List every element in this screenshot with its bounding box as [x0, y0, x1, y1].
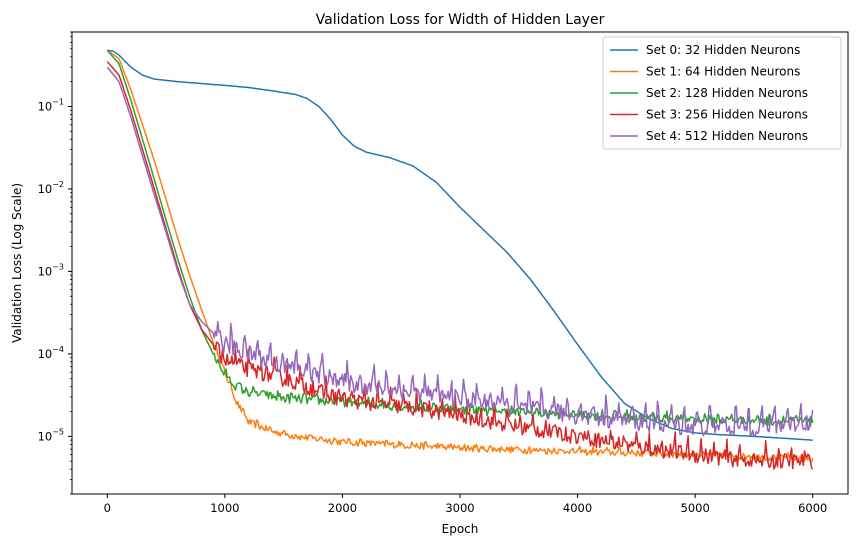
y-tick-base: 10	[38, 182, 53, 196]
y-tick-label: 10−3	[38, 262, 64, 278]
x-tick-label: 2000	[328, 501, 357, 515]
x-tick-label: 0	[104, 501, 111, 515]
x-axis: 0 1000 2000 3000 4000 5000 6000	[104, 494, 827, 515]
legend-label-set-2: Set 2: 128 Hidden Neurons	[646, 86, 808, 100]
chart-title: Validation Loss for Width of Hidden Laye…	[316, 12, 605, 28]
y-tick-exponent: −3	[52, 262, 64, 271]
series-line-set-0	[107, 49, 813, 441]
y-axis: 10−510−410−310−210−1	[38, 31, 72, 495]
x-tick-label: 3000	[445, 501, 474, 515]
y-axis-label: Validation Loss (Log Scale)	[10, 183, 24, 343]
y-tick-base: 10	[38, 429, 53, 443]
series-line-set-3	[106, 61, 814, 470]
x-axis-label: Epoch	[442, 522, 479, 536]
y-tick-label: 10−1	[38, 97, 64, 113]
x-tick-label: 1000	[210, 501, 239, 515]
x-tick-label: 4000	[563, 501, 592, 515]
y-tick-exponent: −1	[52, 97, 64, 106]
legend: Set 0: 32 Hidden Neurons Set 1: 64 Hidden…	[602, 36, 842, 150]
y-tick-exponent: −5	[52, 427, 64, 436]
series-line-set-4	[106, 66, 814, 437]
y-tick-base: 10	[38, 99, 53, 113]
legend-label-set-1: Set 1: 64 Hidden Neurons	[646, 65, 800, 79]
y-tick-base: 10	[38, 264, 53, 278]
legend-label-set-4: Set 4: 512 Hidden Neurons	[646, 129, 808, 143]
y-tick-label: 10−2	[38, 180, 64, 196]
y-tick-base: 10	[38, 347, 53, 361]
x-tick-label: 6000	[798, 501, 827, 515]
y-tick-exponent: −2	[52, 180, 64, 189]
y-tick-label: 10−4	[38, 345, 64, 361]
y-tick-label: 10−5	[38, 427, 64, 443]
legend-label-set-0: Set 0: 32 Hidden Neurons	[646, 43, 800, 57]
x-tick-label: 5000	[681, 501, 710, 515]
legend-label-set-3: Set 3: 256 Hidden Neurons	[646, 108, 808, 122]
series-layer	[106, 49, 814, 470]
legend-box	[602, 36, 842, 150]
y-tick-exponent: −4	[52, 345, 64, 354]
